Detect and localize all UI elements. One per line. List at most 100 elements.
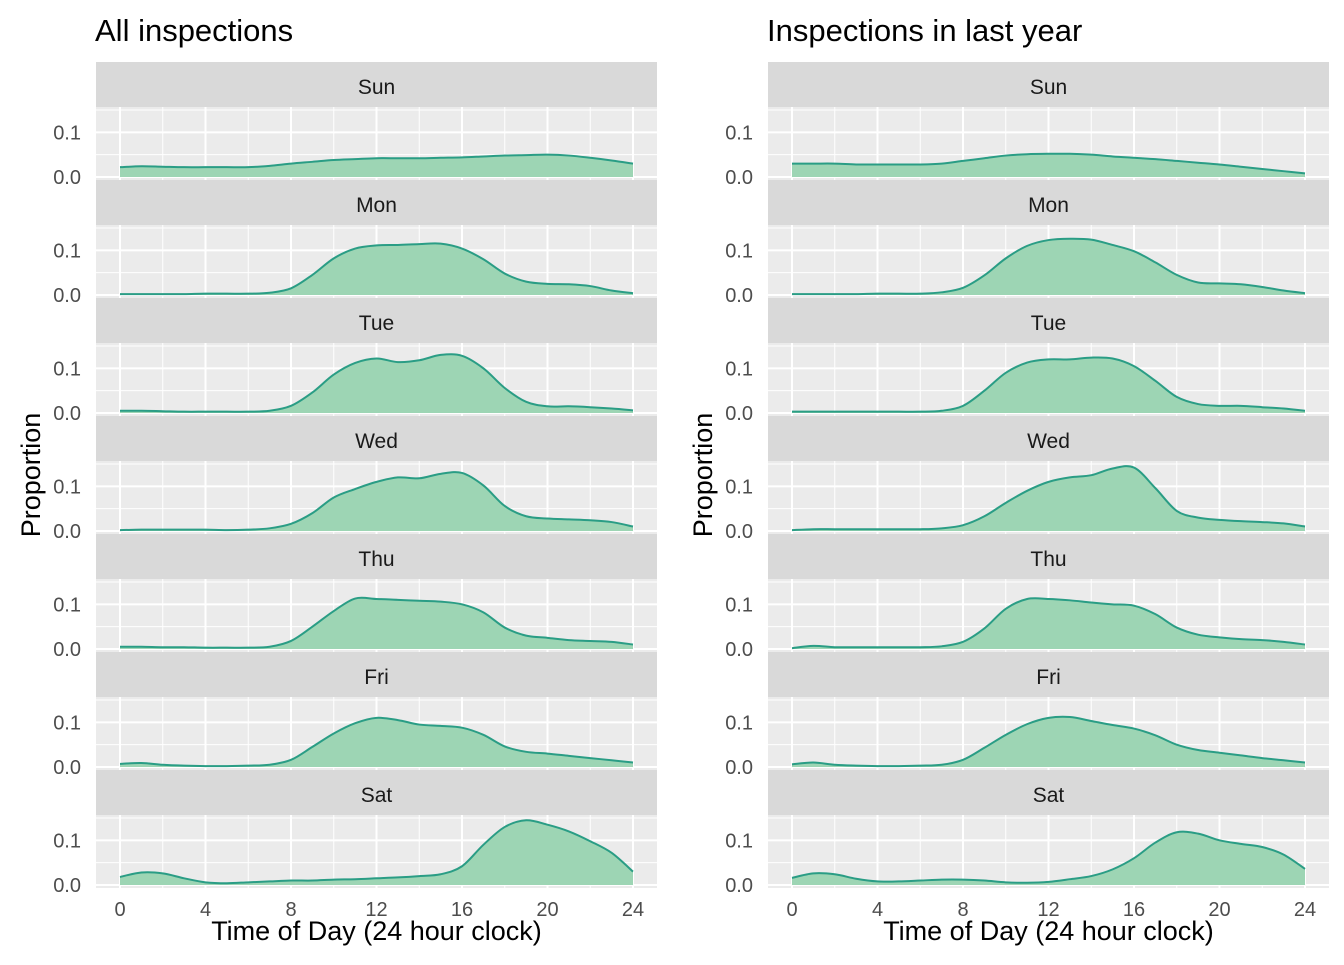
y-tick-label: 0.1 bbox=[725, 358, 753, 380]
density-area bbox=[120, 717, 633, 767]
y-tick-label: 0.1 bbox=[725, 476, 753, 498]
facet-strip-label: Sun bbox=[1030, 76, 1067, 99]
facet-strip-label: Wed bbox=[1027, 430, 1070, 453]
x-tick-label: 16 bbox=[451, 899, 473, 921]
y-tick-label: 0.0 bbox=[725, 521, 753, 543]
density-area bbox=[792, 716, 1305, 767]
density-line bbox=[119, 716, 634, 768]
y-tick-label: 0.1 bbox=[53, 240, 81, 262]
facet-strip bbox=[768, 62, 1329, 107]
density-area bbox=[792, 357, 1305, 413]
density-area bbox=[120, 820, 633, 885]
density-line bbox=[792, 356, 1306, 413]
density-line bbox=[791, 465, 1306, 532]
facet-strip-label: Tue bbox=[1031, 312, 1066, 335]
x-tick-label: 20 bbox=[1208, 899, 1230, 921]
y-tick-label: 0.0 bbox=[53, 757, 81, 779]
density-area bbox=[120, 472, 633, 531]
x-tick-label: 12 bbox=[365, 899, 387, 921]
x-tick-label: 4 bbox=[872, 899, 883, 921]
y-tick-label: 0.1 bbox=[53, 594, 81, 616]
facet-strip-label: Thu bbox=[1030, 548, 1066, 571]
facet-strip-label: Tue bbox=[359, 312, 394, 335]
density-area bbox=[120, 597, 633, 649]
x-tick-label: 4 bbox=[200, 899, 211, 921]
y-tick-label: 0.0 bbox=[725, 403, 753, 425]
facet-strip bbox=[768, 298, 1329, 343]
facet-strip-label: Sat bbox=[1033, 784, 1065, 807]
facet-strip bbox=[768, 180, 1329, 225]
y-axis-label: Proportion bbox=[688, 413, 718, 538]
facet-strip-label: Mon bbox=[1028, 194, 1069, 217]
y-tick-label: 0.1 bbox=[53, 712, 81, 734]
y-tick-label: 0.1 bbox=[53, 122, 81, 144]
facet-strip-label: Sat bbox=[361, 784, 393, 807]
density-area bbox=[120, 243, 633, 295]
facet-strip bbox=[96, 62, 657, 107]
density-area bbox=[120, 154, 633, 177]
y-tick-label: 0.0 bbox=[725, 757, 753, 779]
chart-title: All inspections bbox=[95, 13, 293, 48]
density-area bbox=[792, 598, 1305, 649]
y-axis-label: Proportion bbox=[16, 413, 46, 538]
density-line bbox=[120, 242, 634, 296]
density-line bbox=[119, 819, 634, 885]
facet-strip bbox=[96, 652, 657, 697]
y-tick-label: 0.0 bbox=[725, 167, 753, 189]
y-tick-label: 0.0 bbox=[53, 167, 81, 189]
y-tick-label: 0.1 bbox=[725, 594, 753, 616]
facet-strip bbox=[96, 416, 657, 461]
facet-strip-label: Wed bbox=[355, 430, 398, 453]
x-tick-label: 12 bbox=[1037, 899, 1059, 921]
facet-strip-label: Thu bbox=[358, 548, 394, 571]
density-line bbox=[791, 830, 1306, 884]
x-tick-label: 0 bbox=[114, 899, 125, 921]
y-tick-label: 0.0 bbox=[53, 403, 81, 425]
x-tick-label: 8 bbox=[285, 899, 296, 921]
x-tick-label: 16 bbox=[1123, 899, 1145, 921]
density-line bbox=[791, 715, 1306, 768]
y-tick-label: 0.1 bbox=[53, 830, 81, 852]
facet-strip bbox=[768, 770, 1329, 815]
density-area bbox=[792, 831, 1305, 885]
facet-strip-label: Fri bbox=[364, 666, 389, 689]
facet-strip bbox=[96, 534, 657, 579]
y-tick-label: 0.0 bbox=[53, 521, 81, 543]
chart-title: Inspections in last year bbox=[767, 13, 1082, 48]
density-area bbox=[792, 238, 1305, 295]
density-area bbox=[120, 354, 633, 413]
y-tick-label: 0.1 bbox=[53, 476, 81, 498]
facet-strip-label: Sun bbox=[358, 76, 395, 99]
x-tick-label: 24 bbox=[1294, 899, 1316, 921]
y-tick-label: 0.0 bbox=[725, 639, 753, 661]
facet-strip-label: Fri bbox=[1036, 666, 1061, 689]
density-line bbox=[119, 471, 634, 532]
y-tick-label: 0.1 bbox=[725, 240, 753, 262]
y-tick-label: 0.1 bbox=[725, 122, 753, 144]
facet-strip-label: Mon bbox=[356, 194, 397, 217]
density-area bbox=[792, 466, 1305, 531]
density-area bbox=[792, 153, 1305, 177]
facet-strip bbox=[96, 770, 657, 815]
facet-strip bbox=[768, 416, 1329, 461]
density-line bbox=[119, 153, 634, 169]
facet-strip bbox=[768, 652, 1329, 697]
y-tick-label: 0.0 bbox=[53, 875, 81, 897]
x-tick-label: 0 bbox=[786, 899, 797, 921]
y-tick-label: 0.0 bbox=[725, 285, 753, 307]
facet-strip bbox=[768, 534, 1329, 579]
y-tick-label: 0.1 bbox=[53, 358, 81, 380]
density-line bbox=[791, 152, 1306, 175]
y-tick-label: 0.0 bbox=[53, 639, 81, 661]
facet-strip bbox=[96, 180, 657, 225]
density-line bbox=[119, 596, 634, 649]
x-tick-label: 20 bbox=[536, 899, 558, 921]
density-line bbox=[792, 237, 1306, 296]
y-tick-label: 0.0 bbox=[725, 875, 753, 897]
x-tick-label: 24 bbox=[622, 899, 644, 921]
y-tick-label: 0.1 bbox=[725, 712, 753, 734]
y-tick-label: 0.1 bbox=[725, 830, 753, 852]
x-tick-label: 8 bbox=[957, 899, 968, 921]
